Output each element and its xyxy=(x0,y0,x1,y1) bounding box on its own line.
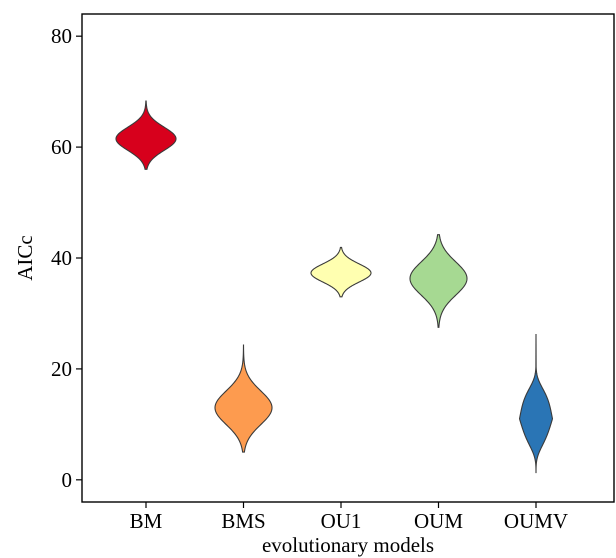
x-tick-label-ou1: OU1 xyxy=(321,509,362,533)
x-tick-label-bm: BM xyxy=(130,509,163,533)
y-tick-label: 0 xyxy=(62,468,73,492)
x-tick-label-bms: BMS xyxy=(221,509,265,533)
violins-group xyxy=(115,100,554,474)
violin-ou1 xyxy=(310,246,372,298)
x-tick-label-oumv: OUMV xyxy=(504,509,568,533)
y-axis-title: AICc xyxy=(13,235,37,281)
y-tick-label: 20 xyxy=(51,357,72,381)
violin-bms xyxy=(214,344,273,453)
y-tick-label: 60 xyxy=(51,135,72,159)
violin-oum xyxy=(409,234,468,328)
x-axis: BM BMS OU1 OUM OUMV xyxy=(130,502,568,533)
y-tick-label: 40 xyxy=(51,246,72,270)
x-axis-title: evolutionary models xyxy=(262,533,434,557)
y-tick-label: 80 xyxy=(51,24,72,48)
violin-bm xyxy=(115,100,177,170)
violin-oumv xyxy=(518,333,554,474)
y-axis: 0 20 40 60 80 xyxy=(51,24,82,492)
x-tick-label-oum: OUM xyxy=(414,509,463,533)
